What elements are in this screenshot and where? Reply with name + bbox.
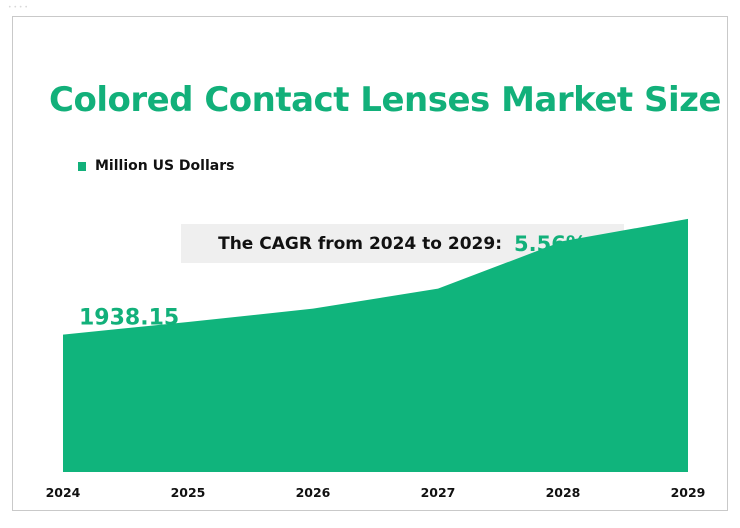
data-label: 1938.15 (79, 306, 179, 331)
x-tick-label: 2029 (671, 485, 706, 500)
x-tick-label: 2026 (296, 485, 331, 500)
cagr-label: The CAGR from 2024 to 2029: (218, 233, 503, 254)
legend: Million US Dollars (78, 157, 234, 175)
watermark-text: • • • • (8, 4, 28, 11)
chart-title: Colored Contact Lenses Market Size (49, 80, 721, 120)
x-tick-label: 2027 (421, 485, 456, 500)
x-tick-label: 2025 (171, 485, 206, 500)
x-tick-label: 2028 (546, 485, 581, 500)
legend-label: Million US Dollars (95, 158, 235, 174)
series-area (63, 218, 688, 472)
x-tick-label: 2024 (46, 485, 81, 500)
legend-swatch (78, 161, 86, 171)
